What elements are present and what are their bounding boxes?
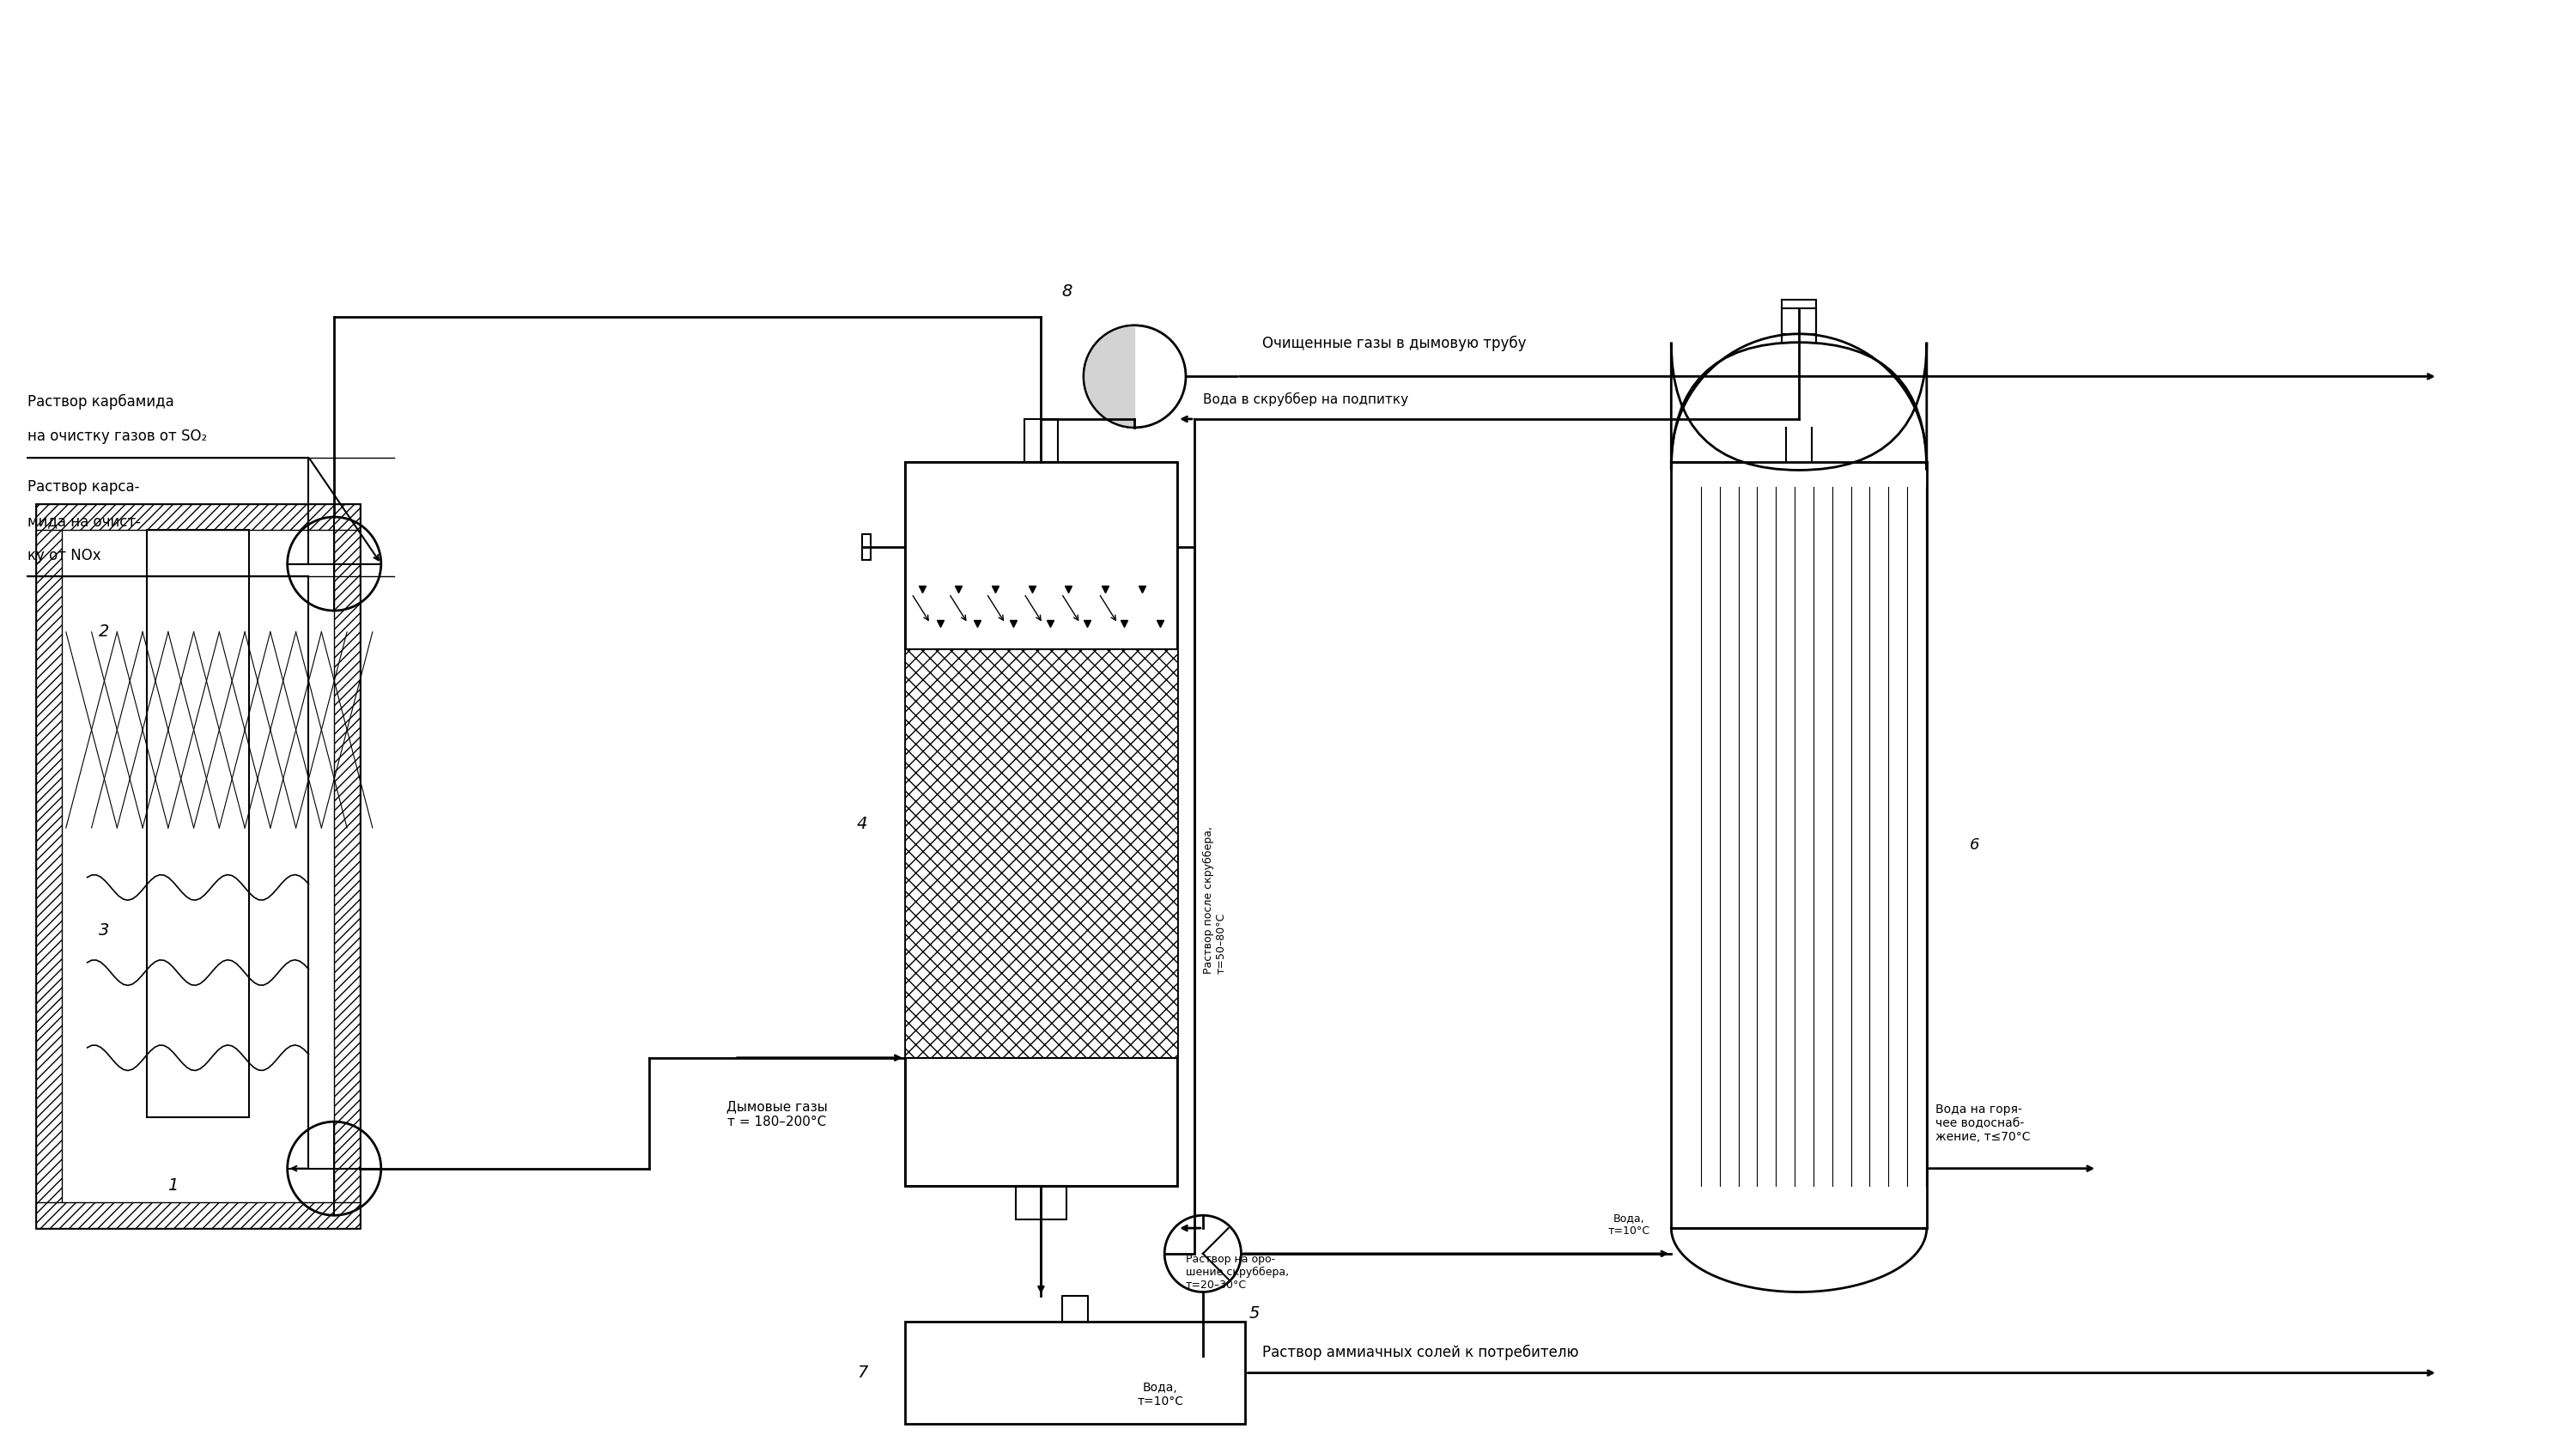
Bar <box>147 530 250 1117</box>
Text: Раствор после скруббера,
т=50–80°С: Раствор после скруббера, т=50–80°С <box>1203 826 1226 974</box>
Text: 1: 1 <box>167 1178 178 1194</box>
Bar <box>904 1321 1244 1424</box>
Text: Раствор на оро-
шение скруббера,
т=20–30°С: Раствор на оро- шение скруббера, т=20–30… <box>1185 1253 1288 1291</box>
Text: 5: 5 <box>1249 1305 1260 1321</box>
Bar <box>863 534 871 560</box>
Text: 4: 4 <box>858 816 868 832</box>
Bar <box>1015 1185 1066 1220</box>
Text: Вода,
т=10°С: Вода, т=10°С <box>1136 1382 1182 1408</box>
Text: 3: 3 <box>98 922 111 938</box>
Text: ку от NOх: ку от NOх <box>28 547 100 563</box>
Text: Вода на горя-
чее водоснаб-
жение, т≤70°С: Вода на горя- чее водоснаб- жение, т≤70°… <box>1935 1103 2030 1143</box>
FancyBboxPatch shape <box>1672 343 1927 470</box>
Text: на очистку газов от SO₂: на очистку газов от SO₂ <box>28 428 206 444</box>
Text: мида на очист-: мида на очист- <box>28 514 142 530</box>
Text: Раствор аммиачных солей к потребителю: Раствор аммиачных солей к потребителю <box>1262 1344 1579 1360</box>
Text: 7: 7 <box>858 1365 868 1380</box>
Bar <box>904 462 1177 1185</box>
Bar <box>36 504 62 1229</box>
Text: Вода,
т=10°С: Вода, т=10°С <box>1607 1213 1649 1237</box>
Polygon shape <box>1084 326 1133 427</box>
Text: 8: 8 <box>1061 284 1072 300</box>
Bar <box>904 462 1177 648</box>
Bar <box>1783 300 1816 334</box>
Bar <box>36 504 361 1229</box>
Bar <box>36 504 361 530</box>
Bar <box>36 1202 361 1229</box>
Text: Дымовые газы
т = 180–200°C: Дымовые газы т = 180–200°C <box>726 1100 827 1129</box>
Text: 6: 6 <box>1968 838 1978 852</box>
Bar <box>904 1058 1177 1185</box>
Text: 2: 2 <box>98 624 111 640</box>
Bar <box>1025 420 1059 462</box>
Text: Вода в скруббер на подпитку: Вода в скруббер на подпитку <box>1203 392 1409 407</box>
Bar <box>1672 462 1927 1229</box>
Text: Раствор карса-: Раствор карса- <box>28 479 139 495</box>
Bar <box>1783 308 1816 343</box>
Text: Раствор карбамида: Раствор карбамида <box>28 394 175 410</box>
Bar <box>335 504 361 1229</box>
Text: Очищенные газы в дымовую трубу: Очищенные газы в дымовую трубу <box>1262 336 1528 350</box>
Bar <box>904 648 1177 1058</box>
